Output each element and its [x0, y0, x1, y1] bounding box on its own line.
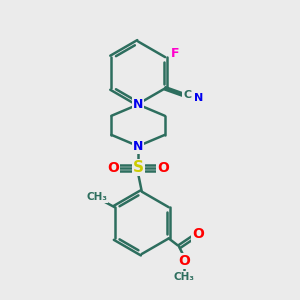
- Text: O: O: [107, 160, 119, 175]
- Text: F: F: [170, 47, 179, 60]
- Text: N: N: [194, 93, 204, 103]
- Text: N: N: [133, 140, 143, 153]
- Text: C: C: [183, 90, 191, 100]
- Text: O: O: [158, 160, 169, 175]
- Text: O: O: [192, 227, 204, 241]
- Text: S: S: [133, 160, 144, 175]
- Text: CH₃: CH₃: [86, 192, 107, 202]
- Text: N: N: [133, 98, 143, 111]
- Text: CH₃: CH₃: [174, 272, 195, 282]
- Text: O: O: [178, 254, 190, 268]
